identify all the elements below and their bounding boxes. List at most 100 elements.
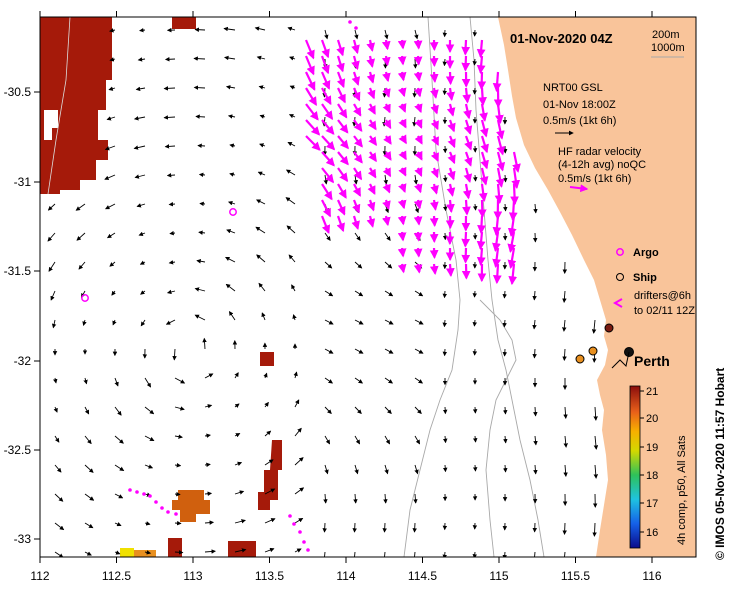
model-arrow xyxy=(166,59,175,60)
model-arrow xyxy=(175,494,180,495)
radar-arrow xyxy=(418,232,419,240)
ship-legend-label: Ship xyxy=(633,272,657,284)
model-arrow xyxy=(175,523,181,524)
radar-arrow xyxy=(386,56,388,65)
model-legend-scale: 0.5m/s (1kt 6h) xyxy=(543,115,616,127)
radar-arrow xyxy=(465,56,466,70)
drifter-point xyxy=(348,20,352,24)
radar-arrow xyxy=(481,216,482,233)
y-tick-label: -31.5 xyxy=(4,264,32,278)
model-arrow xyxy=(474,320,475,326)
radar-arrow xyxy=(450,72,451,84)
y-tick-label: -32.5 xyxy=(4,443,32,457)
colorbar-tick-label: 17 xyxy=(646,498,658,510)
radar-arrow xyxy=(481,56,483,73)
drifter-point xyxy=(306,548,310,552)
radar-arrow xyxy=(434,200,436,209)
radar-arrow xyxy=(465,40,466,54)
model-arrow xyxy=(475,465,476,471)
radar-arrow xyxy=(434,264,435,274)
model-arrow xyxy=(475,88,476,94)
isobath-legend-200m: 200m xyxy=(652,29,680,41)
radar-arrow xyxy=(402,72,404,80)
sst-patch-south-3 xyxy=(168,538,182,557)
radar-arrow xyxy=(418,216,419,224)
model-arrow xyxy=(505,204,506,211)
model-arrow xyxy=(194,58,205,59)
x-tick-label: 116 xyxy=(642,569,661,583)
model-arrow xyxy=(504,291,505,298)
x-tick-label: 114 xyxy=(336,569,355,583)
drifter-point xyxy=(128,488,132,492)
model-arrow xyxy=(170,233,175,234)
y-tick-label: -31 xyxy=(14,175,32,189)
model-arrow xyxy=(475,175,476,181)
x-tick-label: 115 xyxy=(489,569,508,583)
model-arrow xyxy=(534,349,535,358)
model-arrow xyxy=(415,523,416,532)
radar-arrow xyxy=(418,72,419,80)
drifter-point xyxy=(135,490,139,494)
radar-arrow xyxy=(481,248,482,265)
model-arrow xyxy=(200,175,205,176)
model-arrow xyxy=(385,523,386,532)
argo-legend-label: Argo xyxy=(633,247,659,259)
model-arrow xyxy=(415,59,416,68)
x-tick-label: 113.5 xyxy=(255,569,284,583)
radar-arrow xyxy=(402,56,403,64)
y-tick-label: -32 xyxy=(14,354,32,368)
model-arrow xyxy=(444,552,445,559)
radar-arrow xyxy=(466,88,468,102)
radar-legend-scale: 0.5m/s (1kt 6h) xyxy=(558,173,631,185)
drifter-point xyxy=(166,510,170,514)
model-arrow xyxy=(594,523,595,536)
model-arrow xyxy=(355,523,356,532)
radar-arrow xyxy=(402,40,403,48)
model-arrow xyxy=(194,87,205,88)
radar-arrow xyxy=(434,216,435,226)
colorbar-tick-label: 21 xyxy=(646,386,658,398)
radar-arrow xyxy=(418,248,419,256)
drifter-point xyxy=(288,514,292,518)
x-tick-label: 113 xyxy=(183,569,202,583)
radar-arrow xyxy=(481,40,483,57)
x-tick-label: 112 xyxy=(30,569,49,583)
isobath-legend-1000m: 1000m xyxy=(651,42,685,54)
radar-legend-line1: HF radar velocity xyxy=(558,146,642,158)
radar-legend-line2: (4-12h avg) noQC xyxy=(558,159,646,171)
drifter-point xyxy=(154,500,158,504)
ship-marker xyxy=(589,347,597,355)
model-arrow xyxy=(414,88,415,97)
model-arrow xyxy=(535,407,536,416)
y-axis: -30.5-31-31.5-32-32.5-33 xyxy=(4,85,40,546)
ship-marker xyxy=(605,324,613,332)
model-arrow xyxy=(384,88,385,97)
x-tick-label: 114.5 xyxy=(408,569,437,583)
credit-label: © IMOS 05-Nov-2020 11:57 Hobart xyxy=(713,368,727,560)
radar-arrow xyxy=(466,200,467,214)
radar-arrow xyxy=(386,40,388,49)
model-arrow xyxy=(325,523,326,532)
model-legend-time: 01-Nov 18:00Z xyxy=(543,99,616,111)
radar-arrow xyxy=(482,200,483,217)
model-arrow xyxy=(475,291,476,297)
model-arrow xyxy=(195,30,205,31)
model-arrow xyxy=(175,552,183,553)
radar-arrow xyxy=(482,88,483,105)
y-tick-label: -30.5 xyxy=(4,85,32,99)
drifter-point xyxy=(142,492,146,496)
model-arrow xyxy=(475,436,476,442)
place-label-perth: Perth xyxy=(634,353,670,369)
sst-colorbar xyxy=(630,386,640,548)
sst-patch-south-4 xyxy=(228,541,256,557)
sst-patch-mid xyxy=(260,352,274,366)
model-arrow xyxy=(445,175,446,182)
radar-arrow xyxy=(418,40,419,48)
radar-arrow xyxy=(466,248,467,262)
radar-arrow xyxy=(402,248,403,256)
model-arrow xyxy=(169,204,175,205)
radar-arrow xyxy=(434,248,435,258)
model-arrow xyxy=(504,552,505,559)
colorbar-tick-label: 18 xyxy=(646,470,658,482)
